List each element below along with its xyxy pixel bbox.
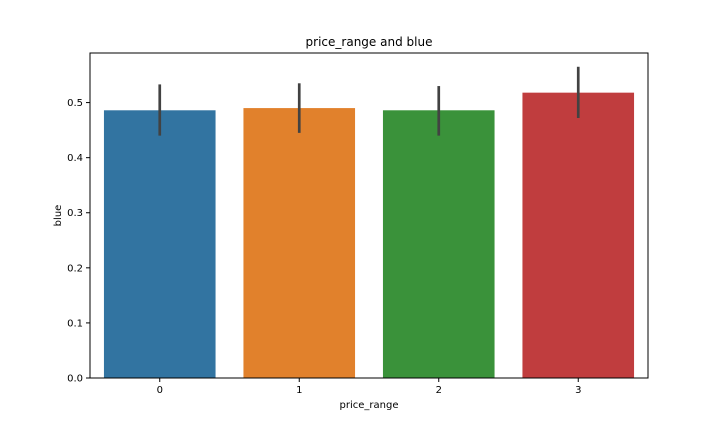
y-tick-label-4: 0.4 bbox=[67, 153, 83, 164]
y-tick-label-5: 0.5 bbox=[67, 98, 83, 109]
bar-0 bbox=[103, 110, 216, 378]
y-tick-label-2: 0.2 bbox=[67, 263, 83, 274]
bar-2 bbox=[382, 110, 495, 378]
x-tick-label-2: 2 bbox=[436, 385, 442, 396]
x-tick-label-3: 3 bbox=[575, 385, 581, 396]
error-bars-group bbox=[158, 66, 580, 136]
bars-group bbox=[103, 92, 635, 379]
x-axis-label: price_range bbox=[340, 400, 399, 411]
y-tick-label-0: 0.0 bbox=[67, 374, 83, 385]
y-tick-label-1: 0.1 bbox=[67, 318, 83, 329]
chart-title: price_range and blue bbox=[306, 35, 433, 49]
x-tick-label-1: 1 bbox=[296, 385, 302, 396]
plot-frame bbox=[89, 52, 649, 379]
plot-area bbox=[89, 52, 649, 379]
x-tick-label-0: 0 bbox=[157, 385, 163, 396]
y-tick-label-3: 0.3 bbox=[67, 208, 83, 219]
y-axis-label: blue bbox=[53, 205, 64, 227]
bar-3 bbox=[522, 92, 635, 379]
x-axis: 0 1 2 3 bbox=[157, 378, 581, 396]
y-axis: 0.0 0.1 0.2 0.3 0.4 0.5 bbox=[67, 98, 90, 385]
bar-1 bbox=[243, 108, 356, 378]
